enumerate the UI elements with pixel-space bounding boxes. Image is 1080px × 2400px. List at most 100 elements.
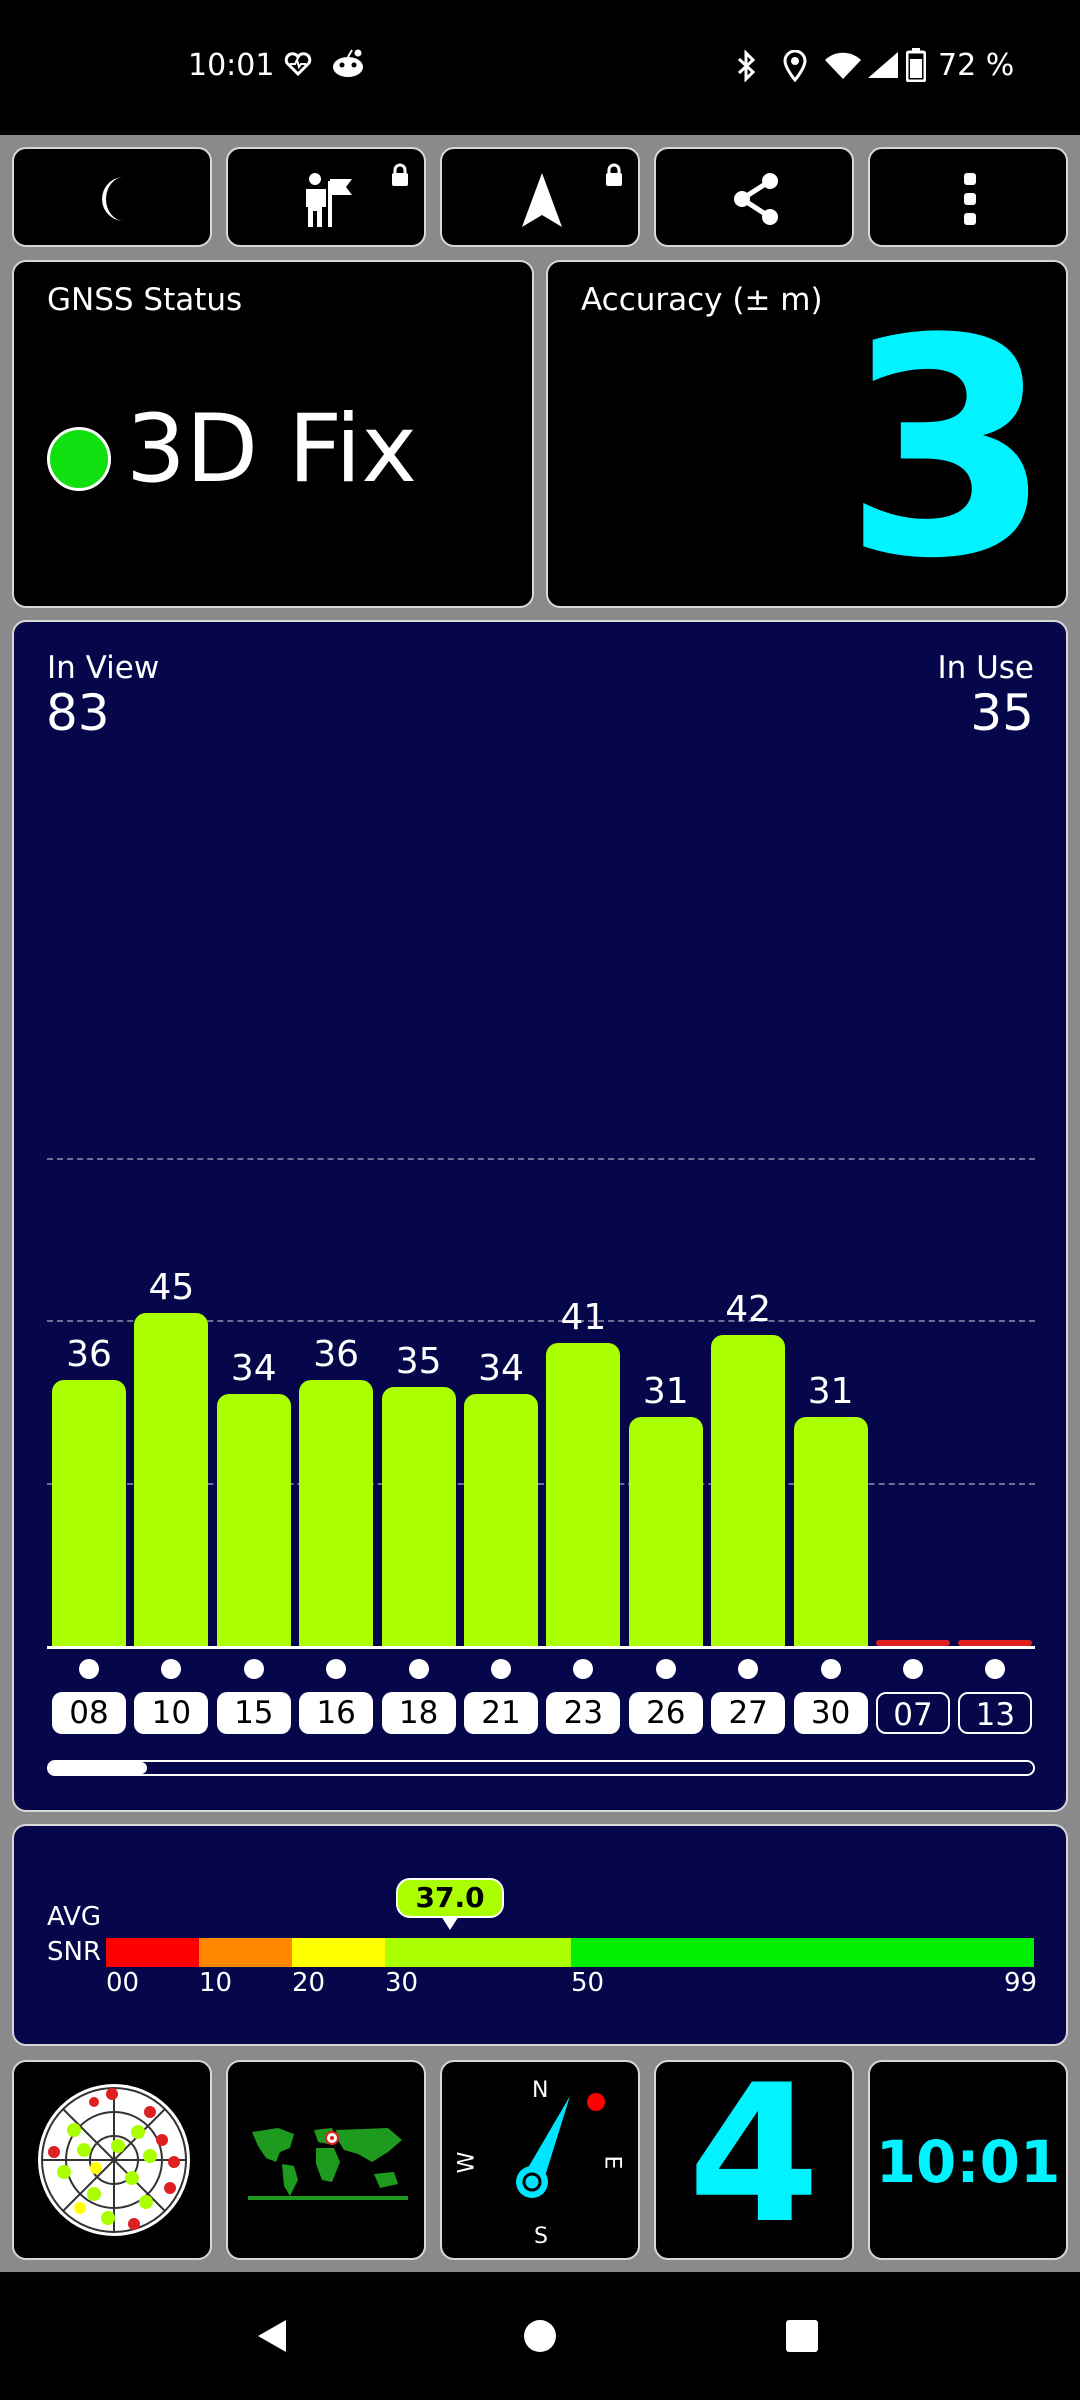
chart-gridline [47, 1320, 1035, 1323]
signal-bar [711, 1335, 786, 1646]
satellite-prn-label[interactable]: 23 [546, 1692, 621, 1734]
chart-scrollbar[interactable] [47, 1760, 1035, 1776]
world-map-tile[interactable] [226, 2060, 426, 2260]
system-navigation-bar [0, 2272, 1080, 2400]
in-use-label: In Use [937, 650, 1034, 686]
snr-tick-label: 30 [385, 1968, 419, 1998]
sky-view-tile[interactable] [12, 2060, 212, 2260]
bluetooth-icon [737, 50, 756, 82]
satellite-dot [655, 1659, 676, 1679]
bar-value-label: 35 [395, 1341, 442, 1382]
bar-value-label: 31 [807, 1370, 854, 1412]
satellite-dot [161, 1659, 182, 1679]
lock-icon [606, 163, 622, 186]
share-icon [734, 173, 778, 225]
signal-bar [546, 1342, 621, 1646]
compass-west: W [454, 2151, 480, 2174]
signal-icon [868, 52, 898, 78]
night-mode-moon-icon [102, 177, 124, 221]
satellite-dot [243, 1659, 264, 1679]
satellite-dot [573, 1659, 594, 1679]
home-icon[interactable] [522, 2318, 558, 2354]
satellite-dot [79, 1659, 99, 1679]
satellite-prn-label[interactable]: 21 [464, 1692, 538, 1734]
recents-icon[interactable] [784, 2318, 820, 2354]
avg-snr-marker: 37.0 [396, 1878, 505, 1918]
satellite-prn-label[interactable]: 27 [711, 1692, 786, 1734]
satellite-dot [820, 1659, 841, 1679]
signal-bar [464, 1394, 538, 1646]
share-button[interactable] [654, 147, 854, 247]
satellite-prn-label[interactable]: 16 [299, 1692, 374, 1734]
chart-scrollbar-thumb[interactable] [49, 1762, 148, 1774]
chart-baseline [47, 1646, 1035, 1649]
signal-bar [628, 1416, 703, 1646]
explorer-button[interactable] [226, 147, 426, 247]
back-icon[interactable] [252, 2316, 292, 2356]
compass-tile[interactable]: N S E W [440, 2060, 640, 2260]
accuracy-value: 3 [843, 275, 1052, 624]
fix-status-value: 3D Fix [126, 395, 418, 504]
signal-bar [958, 1640, 1033, 1646]
explorer-flag-icon [306, 173, 352, 227]
chart-gridline [47, 1483, 1035, 1486]
fix-status-indicator [47, 427, 111, 491]
compass-needle-icon [516, 2093, 605, 2198]
bar-value-label: 41 [560, 1296, 607, 1338]
satellite-dot [738, 1659, 759, 1679]
satellite-dot [408, 1659, 429, 1679]
bar-value-label: 36 [313, 1333, 360, 1375]
satellite-dot [985, 1659, 1006, 1679]
wifi-icon [825, 52, 861, 79]
snr-label-avg: AVG [47, 1902, 102, 1932]
navigation-arrow-icon [522, 173, 562, 227]
world-map-icon [248, 2128, 408, 2200]
signal-bar [793, 1416, 868, 1646]
status-time: 10:01 [188, 48, 275, 83]
sky-plot-icon [38, 2084, 190, 2236]
satellite-count-value: 4 [687, 2044, 821, 2265]
signal-bar [52, 1379, 126, 1646]
avg-snr-card[interactable] [12, 1824, 1068, 2046]
snr-tick-label: 10 [199, 1968, 233, 1998]
snr-segment [571, 1938, 1034, 1967]
satellite-prn-label[interactable]: 07 [876, 1692, 950, 1734]
snr-label-snr: SNR [47, 1937, 102, 1967]
bar-value-label: 31 [642, 1370, 689, 1412]
bar-value-label: 34 [478, 1348, 524, 1390]
signal-bar [299, 1379, 374, 1646]
signal-bar [876, 1640, 950, 1646]
snr-segment [199, 1938, 292, 1967]
snr-tick-label: 20 [292, 1968, 326, 1998]
location-icon [783, 50, 807, 82]
clock-tile[interactable]: 10:01 [868, 2060, 1068, 2260]
night-mode-button[interactable] [12, 147, 212, 247]
navigation-button[interactable] [440, 147, 640, 247]
satellite-prn-label[interactable]: 15 [216, 1692, 291, 1734]
avg-snr-value: 37.0 [415, 1881, 485, 1914]
signal-bar [216, 1394, 291, 1646]
satellite-dot [903, 1659, 923, 1679]
satellite-dot [491, 1659, 511, 1679]
in-view-label: In View [47, 650, 160, 686]
satellite-prn-label[interactable]: 30 [793, 1692, 868, 1734]
accuracy-card[interactable] [546, 260, 1068, 608]
snr-segment [292, 1938, 385, 1967]
satellite-prn-label[interactable]: 08 [52, 1692, 126, 1734]
battery-percent: 72 % [938, 48, 1015, 83]
satellite-prn-label[interactable]: 10 [134, 1692, 209, 1734]
bar-value-label: 36 [66, 1333, 112, 1375]
lock-icon [392, 163, 408, 186]
satellite-prn-label[interactable]: 26 [628, 1692, 703, 1734]
more-options-button[interactable] [868, 147, 1068, 247]
compass-north: N [532, 2078, 549, 2103]
heart-monitor-icon [284, 52, 312, 76]
clock-value: 10:01 [875, 2128, 1061, 2196]
satellite-count-tile[interactable]: 4 [654, 2060, 854, 2260]
satellite-prn-label[interactable]: 18 [381, 1692, 456, 1734]
bar-value-label: 42 [725, 1289, 772, 1331]
signal-bar [134, 1313, 209, 1646]
status-bar: 10:01 72 % [0, 0, 1080, 135]
chart-gridline [47, 1157, 1035, 1160]
satellite-prn-label[interactable]: 13 [958, 1692, 1033, 1734]
